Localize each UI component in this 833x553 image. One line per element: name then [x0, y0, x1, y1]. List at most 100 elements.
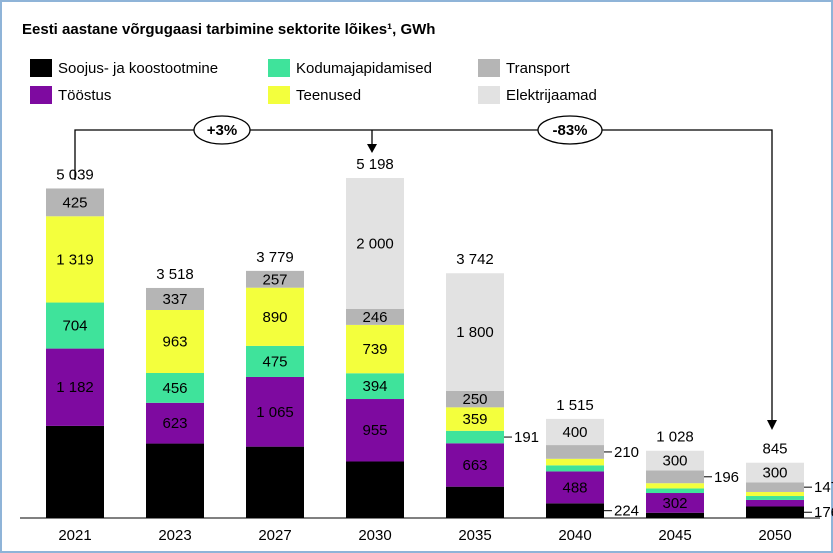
data-label: 623	[162, 415, 187, 432]
legend-swatch	[268, 59, 290, 77]
data-label: 488	[562, 479, 587, 496]
legend-label: Kodumajapidamised	[296, 60, 432, 77]
bar-segment	[346, 399, 404, 462]
data-label: 257	[262, 271, 287, 288]
bar-segment	[646, 470, 704, 484]
bar-segment	[246, 345, 304, 377]
legend-label: Teenused	[296, 87, 361, 104]
bar-segment	[146, 287, 204, 310]
data-label: 1 182	[56, 379, 94, 396]
data-label: 456	[162, 380, 187, 397]
x-tick-label: 2030	[358, 527, 391, 544]
annotation-bubble	[193, 115, 251, 145]
total-label: 3 742	[456, 251, 494, 268]
bar-segment	[246, 376, 304, 447]
bar-segment	[746, 491, 804, 497]
data-label: 864	[362, 482, 387, 499]
data-label: 1 800	[456, 324, 494, 341]
bar-segment	[546, 445, 604, 459]
data-label: 359	[462, 411, 487, 428]
bar-segment	[546, 465, 604, 472]
data-label: 300	[762, 465, 787, 482]
data-label: 191	[514, 429, 539, 446]
x-tick-label: 2040	[558, 527, 591, 544]
bar-segment	[646, 493, 704, 513]
bar-segment	[446, 430, 504, 444]
bar-segment	[246, 287, 304, 346]
bar-segment	[146, 443, 204, 518]
legend-label: Soojus- ja koostootmine	[58, 60, 218, 77]
total-label: 845	[762, 441, 787, 458]
total-label: 3 779	[256, 249, 294, 266]
data-label: 196	[714, 469, 739, 486]
bar-segment	[446, 407, 504, 431]
data-label: 210	[614, 444, 639, 461]
data-label: 300	[662, 453, 687, 470]
bar-segment	[246, 270, 304, 288]
data-label: 302	[662, 495, 687, 512]
total-label: 1 515	[556, 397, 594, 414]
bar-segment	[746, 496, 804, 500]
bar-segment	[646, 488, 704, 494]
bar-segment	[446, 273, 504, 391]
bar-segment	[146, 372, 204, 403]
data-label: 250	[462, 391, 487, 408]
bar-segment	[446, 443, 504, 487]
total-label: 1 028	[656, 429, 694, 446]
legend-label: Transport	[506, 60, 570, 77]
arrowhead	[367, 144, 377, 153]
bar-segment	[746, 506, 804, 518]
data-label: 890	[262, 309, 287, 326]
x-tick-label: 2045	[658, 527, 691, 544]
x-tick-label: 2021	[58, 527, 91, 544]
bar-segment	[46, 216, 104, 303]
data-label: 479	[462, 494, 487, 511]
x-tick-label: 2027	[258, 527, 291, 544]
bar-segment	[546, 471, 604, 504]
data-label: 1 065	[256, 404, 294, 421]
bar-segment	[246, 446, 304, 518]
bar-segment	[646, 483, 704, 489]
bar-segment	[46, 188, 104, 217]
data-label: 963	[162, 333, 187, 350]
bar-segment	[146, 402, 204, 444]
legend-label: Tööstus	[58, 87, 111, 104]
x-tick-label: 2023	[158, 527, 191, 544]
annotation: -83%	[552, 122, 587, 139]
bar-segment	[746, 482, 804, 492]
annotation: +3%	[207, 122, 237, 139]
bar-segment	[46, 302, 104, 349]
x-tick-label: 2035	[458, 527, 491, 544]
data-label: 147	[814, 479, 833, 496]
data-label: 704	[62, 318, 87, 335]
annotation-bubble	[537, 115, 603, 145]
data-label: 1 408	[56, 464, 94, 481]
legend-swatch	[478, 86, 500, 104]
data-label: 400	[562, 424, 587, 441]
total-label: 3 518	[156, 266, 194, 283]
bar-segment	[46, 348, 104, 426]
data-label: 394	[362, 378, 387, 395]
data-label: 475	[262, 353, 287, 370]
chart-title: Eesti aastane võrgugaasi tarbimine sekto…	[22, 21, 435, 38]
bar-segment	[546, 458, 604, 466]
data-label: 425	[62, 194, 87, 211]
data-label: 955	[362, 422, 387, 439]
bar-segment	[446, 390, 504, 408]
legend-swatch	[30, 59, 52, 77]
legend-swatch	[478, 59, 500, 77]
data-label: 224	[614, 503, 639, 520]
bar-segment	[746, 462, 804, 483]
annotation-lines	[74, 129, 773, 420]
total-label: 5 198	[356, 156, 394, 173]
data-label: 337	[162, 291, 187, 308]
bar-segment	[446, 486, 504, 518]
bar-segment	[346, 178, 404, 309]
data-label: 246	[362, 309, 387, 326]
bracket	[74, 129, 773, 420]
bar-segment	[346, 324, 404, 374]
data-label: 739	[362, 341, 387, 358]
total-label: 5 039	[56, 166, 94, 183]
x-tick-label: 2050	[758, 527, 791, 544]
